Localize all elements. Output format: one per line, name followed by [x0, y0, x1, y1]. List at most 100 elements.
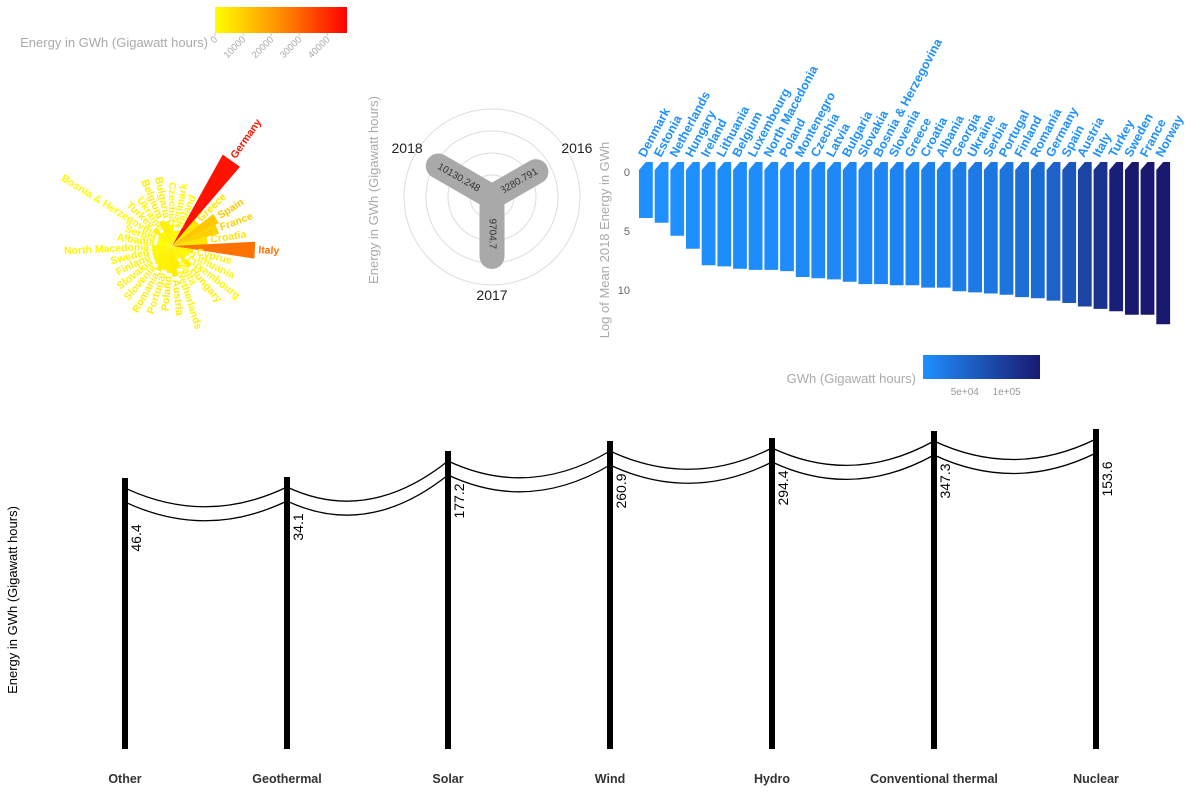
- bar-ukraine: [968, 162, 982, 293]
- power-line: [124, 486, 288, 508]
- radial-bar-czechia: [169, 225, 175, 246]
- bar-montenegro: [795, 162, 810, 277]
- radial-label: North Macedonia: [64, 241, 150, 257]
- radial-label: Poland: [159, 275, 174, 311]
- power-line: [609, 447, 773, 470]
- bar-turkey: [1109, 162, 1124, 312]
- pole-geothermal: [284, 477, 290, 749]
- radial-bar-greece: [172, 219, 200, 246]
- category-label: Nuclear: [1073, 772, 1119, 786]
- radial-bar-north-macedonia: [152, 245, 172, 249]
- y-tick-label: 0: [624, 167, 630, 179]
- bar-norway: [1156, 162, 1171, 325]
- radial-bar-albania: [157, 242, 172, 246]
- legend-tick-label: 40000: [306, 34, 332, 60]
- legend-tick-label: 1e+05: [993, 387, 1022, 398]
- bar-albania: [936, 162, 951, 288]
- radial-label: Croatia: [210, 228, 248, 245]
- pole-value-label: 177.2: [451, 483, 467, 518]
- power-line: [609, 461, 773, 484]
- legend-title: Energy in GWh (Gigawatt hours): [20, 35, 208, 50]
- power-line: [447, 450, 611, 479]
- bar-bulgaria: [842, 162, 857, 282]
- radial-bar-netherlands: [172, 246, 182, 269]
- radial-label: Austria: [170, 279, 186, 316]
- radial-label: Germany: [228, 117, 264, 161]
- radial-bar-croatia: [172, 237, 208, 246]
- bar-netherlands: [670, 162, 685, 236]
- legend-tick-label: 0: [209, 34, 221, 46]
- category-label: Geothermal: [252, 772, 321, 786]
- radial-bar-cyprus: [172, 246, 194, 254]
- radial-bar-malta: [172, 246, 181, 259]
- radial-bar-bosnia-herzegovina: [157, 236, 172, 246]
- bar-romania: [1030, 162, 1045, 299]
- radial-bar-italy: [172, 241, 256, 259]
- radial-bar-france: [172, 224, 219, 246]
- pole-other: [122, 478, 128, 749]
- y-tick-label: 5: [624, 226, 630, 238]
- radial-bar-sweden: [151, 246, 172, 254]
- energy-source-pole-chart: Energy in GWh (Gigawatt hours) 46.4 Other 3…: [5, 429, 1119, 786]
- pole-value-label: 153.6: [1099, 461, 1115, 496]
- category-label: Hydro: [754, 772, 790, 786]
- radial-year-value: 9704.7: [486, 219, 497, 250]
- bar-greece: [905, 162, 920, 286]
- bar-finland: [1015, 162, 1029, 298]
- y-axis-label: Log of Mean 2018 Energy in GWh: [597, 142, 612, 339]
- radial-country-chart: Energy in GWh (Gigawatt hours) 0 10000 2000…: [20, 7, 347, 331]
- radial-bar-hungary: [172, 246, 192, 269]
- bar-lithuania: [717, 162, 732, 267]
- bar-denmark: [639, 162, 653, 218]
- radial-year-chart: 8280.79120169704.7201710130.2482018Energ…: [366, 96, 593, 303]
- pole-solar: [445, 451, 451, 749]
- legend-title: GWh (Gigawatt hours): [787, 371, 916, 386]
- pole-wind: [607, 441, 613, 749]
- power-line: [447, 464, 611, 493]
- bar-bosnia-herzegovina: [874, 162, 888, 285]
- bar-luxembourg: [748, 162, 763, 270]
- radial-bar-slovenia: [154, 246, 172, 266]
- bar-ireland: [701, 162, 716, 266]
- radial-bar-spain: [172, 214, 219, 246]
- bar-serbia: [983, 162, 998, 294]
- category-label: Wind: [595, 772, 625, 786]
- legend-tick-label: 5e+04: [951, 387, 980, 398]
- pole-value-label: 294.4: [775, 470, 791, 505]
- legend-tick-label: 20000: [250, 34, 276, 60]
- bar-poland: [780, 162, 794, 272]
- radial-bar-poland: [166, 246, 172, 274]
- bar-sweden: [1125, 162, 1139, 315]
- power-line: [286, 474, 449, 516]
- bar-latvia: [827, 162, 841, 280]
- polar-gridline: [403, 108, 581, 286]
- radial-bar-germany: [172, 154, 240, 246]
- radial-year-bar-2018: [425, 153, 505, 210]
- radial-bar-turkey: [152, 227, 172, 246]
- power-line: [771, 440, 935, 466]
- pole-value-label: 34.1: [290, 513, 306, 540]
- radial-bar-luxembourg: [172, 246, 187, 258]
- bar-france: [1140, 162, 1155, 315]
- bar-slovenia: [889, 162, 904, 286]
- pole-nuclear: [1093, 429, 1099, 749]
- radial-bar-ukraine: [161, 231, 172, 246]
- bar-portugal: [999, 162, 1014, 295]
- radial-bar-slovakia: [153, 246, 172, 262]
- radial-label: Albania: [116, 231, 155, 249]
- legend-tick-label: 30000: [278, 34, 304, 60]
- y-tick-label: 10: [618, 285, 630, 297]
- category-label: Other: [108, 772, 141, 786]
- radial-bar-denmark: [172, 230, 177, 246]
- radial-bar-lithuania: [172, 246, 191, 257]
- radial-bar-finland: [152, 246, 172, 258]
- pole-hydro: [769, 438, 775, 749]
- bar-slovakia: [858, 162, 873, 285]
- bar-estonia: [654, 162, 669, 223]
- radial-bar-bulgaria: [164, 220, 172, 246]
- radial-bar-romania: [155, 246, 172, 272]
- y-axis-label: Energy in GWh (Gigawatt hours): [5, 506, 20, 694]
- power-line: [771, 454, 935, 480]
